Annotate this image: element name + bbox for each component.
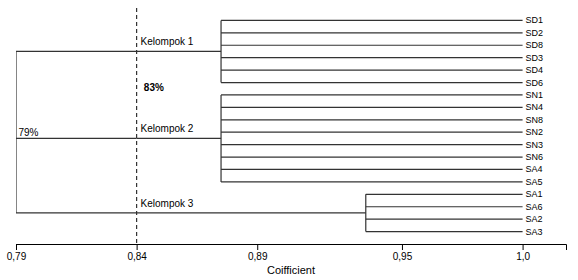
leaf-branch	[366, 231, 523, 232]
leaf-label: SD4	[526, 65, 544, 75]
leaf-branch	[221, 32, 523, 33]
chart: 0,790,840,890,951,0CoifficientSD1SD2SD8S…	[0, 0, 578, 280]
group-label: Kelompok 2	[141, 123, 194, 134]
x-axis-line	[17, 245, 567, 251]
leaf-label: SN8	[526, 115, 544, 125]
root-branch	[16, 51, 137, 52]
leaf-label: SD1	[526, 15, 544, 25]
leaf-label: SN2	[526, 127, 544, 137]
annotation: 79%	[18, 127, 38, 138]
leaf-branch	[221, 57, 523, 58]
x-tick-mark	[137, 244, 138, 250]
marks	[16, 8, 523, 244]
leaf-label: SD6	[526, 78, 544, 88]
group-stem	[137, 51, 221, 52]
leaf-label: SN3	[526, 140, 544, 150]
x-tick: 1,0	[516, 244, 530, 262]
x-tick-label: 1,0	[516, 251, 530, 262]
leaf-label: SA6	[526, 202, 543, 212]
x-axis-title: Coifficient	[267, 264, 315, 276]
x-axis: 0,79 0,84 0,89 0,95 1,0	[7, 244, 567, 262]
root-branch	[16, 138, 137, 139]
leaf-branch	[366, 206, 523, 207]
leaf-label: SA2	[526, 214, 543, 224]
leaf-label: SA1	[526, 189, 543, 199]
leaf-label: SN1	[526, 90, 544, 100]
leaf-label: SN4	[526, 102, 544, 112]
leaf-branch	[221, 70, 523, 71]
x-tick-label: 0,84	[127, 251, 147, 262]
x-tick: 0,79	[7, 244, 27, 262]
leaf-branch	[221, 144, 523, 145]
x-tick-mark	[523, 244, 524, 250]
leaf-branch	[221, 119, 523, 120]
reference-line	[136, 8, 137, 244]
leaf-label: SA3	[526, 227, 543, 237]
leaf-branch	[221, 82, 523, 83]
leaf-branch	[221, 45, 523, 46]
leaf-label: SD3	[526, 53, 544, 63]
leaf-label: SD8	[526, 40, 544, 50]
leaf-label: SA4	[526, 164, 543, 174]
root-join	[16, 51, 17, 212]
x-tick-mark	[16, 244, 17, 250]
leaf-branch	[366, 219, 523, 220]
leaf-branch	[366, 194, 523, 195]
labels: SD1 SD2 SD8 SD3 SD4 SD6 SN1 SN4 SN8 SN2 SN3 SN6 SA4 S…	[18, 15, 543, 236]
x-tick-label: 0,79	[7, 251, 27, 262]
group-stem	[137, 138, 221, 139]
x-tick: 0,89	[248, 244, 268, 262]
group-label: Kelompok 1	[141, 36, 194, 47]
plot: 0,790,840,890,951,0CoifficientSD1SD2SD8S…	[7, 8, 567, 276]
annotation: 83%	[144, 82, 164, 93]
x-tick: 0,84	[127, 244, 147, 262]
leaf-branch	[221, 94, 523, 95]
x-tick-label: 0,95	[393, 251, 413, 262]
x-tick-mark	[257, 244, 258, 250]
x-tick-mark	[402, 244, 403, 250]
leaf-branch	[221, 156, 523, 157]
leaf-label: SN6	[526, 152, 544, 162]
leaf-label: SA5	[526, 177, 543, 187]
leaf-label: SD2	[526, 28, 544, 38]
x-tick-label: 0,89	[248, 251, 268, 262]
group-label: Kelompok 3	[141, 198, 194, 209]
leaf-branch	[221, 132, 523, 133]
leaf-branch	[221, 169, 523, 170]
leaf-branch	[221, 107, 523, 108]
leaf-branch	[221, 20, 523, 21]
root-branch	[16, 212, 137, 213]
group-stem	[137, 212, 366, 213]
x-tick: 0,95	[393, 244, 413, 262]
leaf-branch	[221, 181, 523, 182]
